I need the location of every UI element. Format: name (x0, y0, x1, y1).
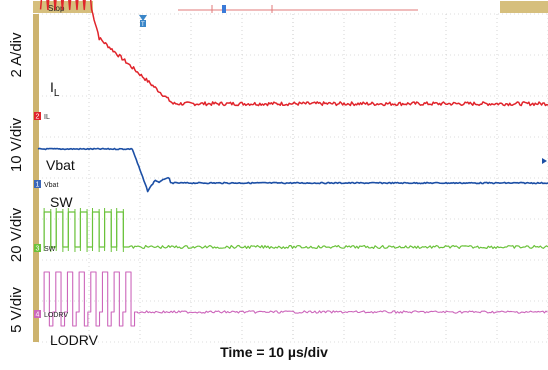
signal-labels: IL Vbat SW LODRV (46, 79, 99, 348)
svg-text:1: 1 (36, 182, 40, 189)
scale-labels: 2 A/div 10 V/div 20 V/div 5 V/div (8, 32, 25, 333)
ground-marker-vbat: 1 Vbat (34, 180, 58, 189)
sw-edge-spikes (43, 208, 124, 252)
svg-text:T: T (141, 22, 145, 28)
svg-text:Vbat: Vbat (44, 182, 58, 189)
svg-text:3: 3 (36, 246, 40, 253)
scale-label-vbat: 10 V/div (8, 117, 25, 172)
signal-label-lodrv: LODRV (50, 332, 99, 348)
il-trace (39, 0, 548, 107)
signal-label-vbat: Vbat (46, 157, 75, 173)
status-bar: Stop (33, 0, 548, 14)
vbat-trace (37, 147, 548, 193)
ground-marker-lodrv: 4 LODRV (34, 310, 68, 319)
status-bar-right-block (500, 1, 548, 13)
channel-marker-bar (33, 14, 39, 342)
scale-label-sw: 20 V/div (8, 207, 25, 262)
trigger-position-marker (222, 5, 226, 13)
sw-trace (43, 211, 548, 250)
ground-marker-sw: 3 SW (34, 244, 56, 253)
svg-text:SW: SW (44, 246, 56, 253)
svg-text:IL: IL (44, 114, 50, 121)
plot-area (33, 13, 548, 343)
x-axis-label: Time = 10 µs/div (220, 344, 328, 360)
scale-label-lodrv: 5 V/div (8, 287, 25, 333)
signal-label-il: IL (50, 79, 60, 99)
ground-marker-il: 2 IL (34, 112, 50, 121)
vbat-offset-arrow (542, 158, 547, 164)
channel-ground-markers: 2 IL 1 Vbat 3 SW 4 LODRV (34, 112, 68, 319)
run-status: Stop (48, 4, 65, 13)
trigger-marker: T (139, 15, 147, 28)
svg-text:LODRV: LODRV (44, 312, 68, 319)
signal-label-sw: SW (50, 194, 73, 210)
lodrv-trace (43, 271, 548, 327)
scale-label-il: 2 A/div (8, 32, 25, 78)
svg-text:4: 4 (36, 312, 40, 319)
waveform-traces (37, 0, 548, 327)
svg-text:2: 2 (36, 114, 40, 121)
graticule (37, 13, 548, 343)
